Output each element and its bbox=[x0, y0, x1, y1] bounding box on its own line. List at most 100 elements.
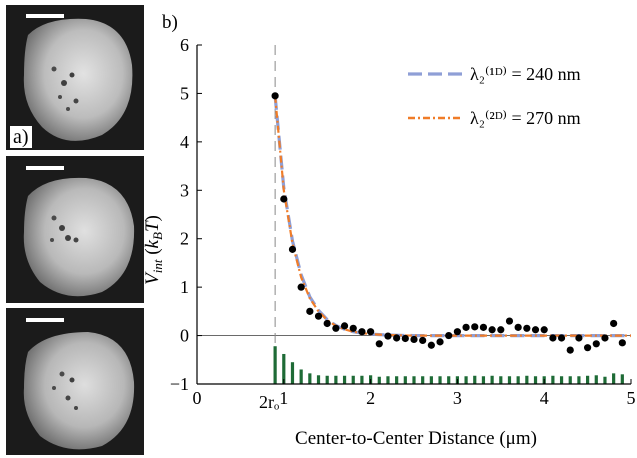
contact-distance-label: 2rₒ bbox=[259, 392, 279, 412]
data-point bbox=[384, 332, 392, 340]
cell-body bbox=[23, 18, 133, 141]
histogram-bar bbox=[438, 376, 442, 384]
legend-label-1: λ₂⁽¹ᴰ⁾ = 240 nm bbox=[470, 64, 581, 84]
micrograph-bottom bbox=[6, 308, 144, 455]
data-point bbox=[462, 323, 470, 331]
data-point bbox=[349, 324, 357, 332]
histogram-bar bbox=[342, 375, 347, 384]
data-point bbox=[314, 312, 323, 320]
histogram-bar bbox=[325, 375, 329, 384]
panel-b-label: b) bbox=[162, 12, 178, 33]
series-line-1 bbox=[273, 95, 631, 338]
data-point bbox=[306, 307, 314, 315]
data-point bbox=[280, 195, 288, 203]
histogram-bar bbox=[377, 376, 381, 384]
y-tick-label: 0 bbox=[180, 326, 189, 346]
x-tick-label: 1 bbox=[279, 388, 288, 408]
y-tick-label: 2 bbox=[180, 229, 189, 249]
data-point bbox=[367, 328, 375, 336]
data-point bbox=[436, 338, 444, 346]
data-point bbox=[271, 92, 279, 100]
x-tick-label: 4 bbox=[540, 388, 549, 408]
histogram-bar bbox=[334, 375, 338, 384]
x-tick-label: 0 bbox=[193, 388, 202, 408]
data-point bbox=[523, 324, 531, 332]
x-tick-label: 5 bbox=[627, 388, 636, 408]
y-axis-title: Vint (kBT) bbox=[142, 215, 165, 285]
histogram-bar bbox=[395, 376, 399, 384]
data-point bbox=[610, 319, 618, 328]
data-point bbox=[419, 336, 427, 345]
y-tick-label: 3 bbox=[180, 180, 189, 200]
series-line-2 bbox=[274, 95, 631, 337]
data-point bbox=[488, 326, 496, 334]
micrograph-panel bbox=[0, 0, 152, 458]
histogram-bar bbox=[282, 353, 286, 384]
histogram-bar bbox=[525, 375, 529, 384]
x-tick-label: 3 bbox=[453, 388, 462, 408]
histogram-bar bbox=[308, 373, 312, 384]
histogram-bar bbox=[351, 375, 355, 384]
data-point bbox=[453, 328, 461, 336]
histogram-bar bbox=[412, 376, 416, 384]
data-point bbox=[297, 283, 305, 291]
histogram-bar bbox=[533, 376, 538, 384]
data-point bbox=[575, 334, 583, 342]
data-point bbox=[618, 339, 626, 347]
data-point bbox=[340, 322, 349, 330]
scale-bar bbox=[26, 166, 64, 170]
histogram-bar bbox=[612, 373, 616, 384]
data-point bbox=[566, 346, 574, 354]
histogram-bar bbox=[429, 376, 433, 384]
cell-body bbox=[23, 332, 135, 450]
data-point bbox=[393, 334, 401, 342]
micrograph-top bbox=[6, 5, 144, 150]
data-point bbox=[323, 319, 331, 328]
scale-bar bbox=[26, 318, 64, 322]
y-tick-label: 6 bbox=[180, 35, 189, 55]
histogram-bar bbox=[273, 346, 277, 384]
histogram-bar bbox=[559, 376, 564, 384]
histogram-bar bbox=[316, 375, 321, 384]
histogram-bar bbox=[568, 376, 572, 384]
data-point bbox=[471, 323, 479, 331]
histogram-bar bbox=[421, 376, 425, 384]
y-tick-label: 4 bbox=[180, 132, 189, 152]
data-point bbox=[531, 326, 540, 334]
data-point bbox=[514, 323, 522, 331]
histogram-bar bbox=[586, 375, 590, 384]
histogram-bar bbox=[481, 376, 486, 384]
histogram-bar bbox=[507, 376, 512, 384]
data-point bbox=[332, 324, 340, 332]
histogram-bar bbox=[360, 375, 364, 384]
histogram-bar bbox=[447, 376, 451, 384]
data-point bbox=[288, 245, 297, 253]
data-point bbox=[401, 334, 409, 343]
histogram-bar bbox=[386, 376, 390, 384]
data-point bbox=[445, 331, 453, 340]
histogram-bar bbox=[299, 369, 303, 384]
histogram-bar bbox=[490, 375, 494, 384]
data-point bbox=[505, 317, 514, 325]
x-axis-title: Center-to-Center Distance (μm) bbox=[295, 428, 537, 449]
data-point bbox=[601, 334, 609, 342]
histogram-bar bbox=[464, 376, 468, 384]
data-point bbox=[375, 340, 383, 348]
y-tick-label: −1 bbox=[170, 374, 189, 394]
histogram-bar bbox=[499, 376, 503, 384]
data-point bbox=[427, 341, 435, 349]
data-point bbox=[540, 326, 548, 334]
y-tick-label: 1 bbox=[180, 277, 189, 297]
micrograph-middle bbox=[6, 156, 144, 303]
panel-a-label: a) bbox=[10, 126, 32, 148]
histogram-bar bbox=[577, 376, 581, 384]
histogram-bar bbox=[473, 375, 477, 384]
data-point bbox=[557, 334, 566, 342]
histogram-bar bbox=[551, 375, 555, 384]
cell-body bbox=[23, 177, 135, 297]
data-point bbox=[497, 326, 505, 334]
histogram-bar bbox=[403, 376, 407, 384]
data-point bbox=[584, 344, 592, 352]
x-tick-label: 2 bbox=[366, 388, 375, 408]
histogram-bar bbox=[620, 374, 624, 384]
